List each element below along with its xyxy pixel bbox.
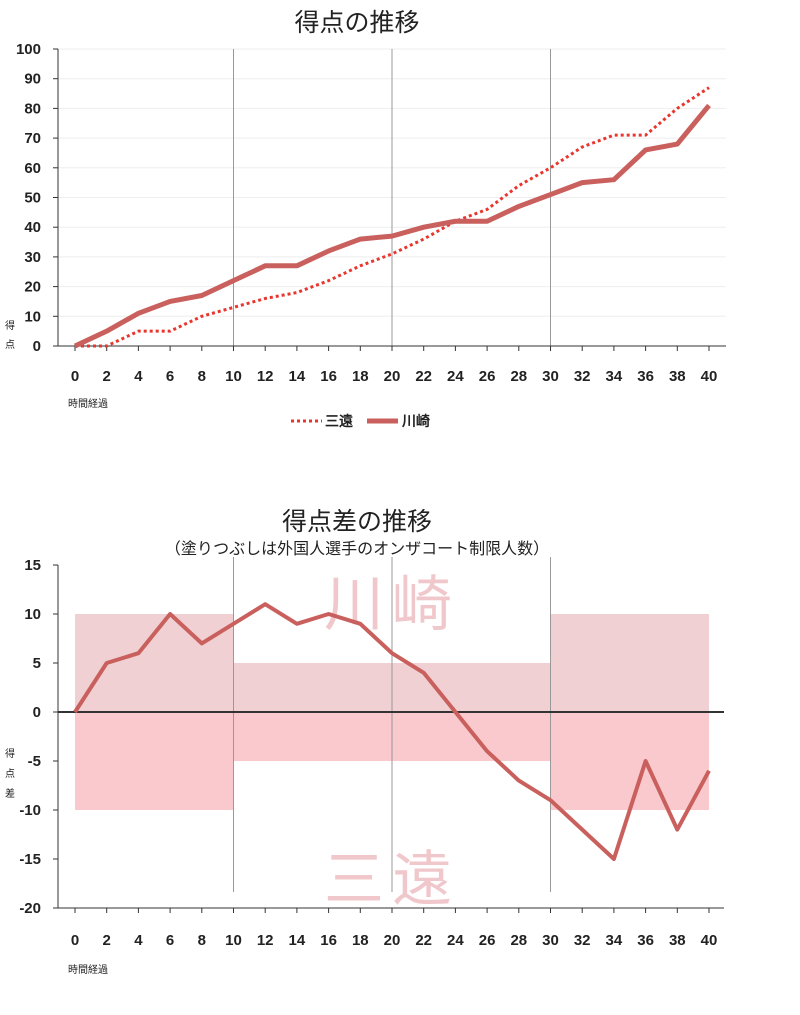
chart1-xtick-label: 32: [574, 368, 591, 385]
chart1-ytick-label: 40: [24, 219, 41, 236]
chart2-xtick-label: 16: [320, 932, 337, 949]
chart2-xtick-label: 4: [134, 932, 143, 949]
chart2-title: 得点差の推移: [282, 507, 432, 536]
chart1-xtick-label: 30: [542, 368, 559, 385]
chart2-xtick-label: 40: [701, 932, 718, 949]
chart1-ytick-label: 60: [24, 160, 41, 177]
chart2-xtick-label: 12: [257, 932, 274, 949]
chart2-ytick-label: -10: [19, 802, 41, 819]
chart1-ylabel-1: 得: [5, 320, 15, 332]
chart2-xtick-label: 8: [198, 932, 206, 949]
chart2-subtitle: （塗りつぶしは外国人選手のオンザコート制限人数）: [165, 539, 549, 558]
chart1-xtick-label: 16: [320, 368, 337, 385]
chart1-ytick-label: 20: [24, 279, 41, 296]
chart2-ytick-label: 10: [24, 606, 41, 623]
band-sanen-side: [550, 712, 709, 810]
chart1-xtick-label: 26: [479, 368, 496, 385]
chart1-xtick-label: 22: [415, 368, 432, 385]
chart2-ytick-label: 5: [33, 655, 41, 672]
chart1-xtick-label: 38: [669, 368, 686, 385]
watermark-kawasaki: 川崎: [324, 570, 460, 640]
chart1-xtick-label: 12: [257, 368, 274, 385]
chart1-ytick-label: 50: [24, 190, 41, 207]
chart2-xtick-label: 2: [103, 932, 111, 949]
chart2-xtick-label: 14: [289, 932, 306, 949]
chart1-legend: 三遠 川崎: [291, 413, 430, 430]
chart2-xtick-label: 28: [510, 932, 527, 949]
chart1-xtick-label: 18: [352, 368, 369, 385]
band-kawasaki-side: [75, 614, 234, 712]
chart2-xtick-label: 30: [542, 932, 559, 949]
chart2-ylabel-1: 得: [5, 748, 15, 760]
chart2-ylabel-2: 点: [5, 768, 15, 780]
chart1-xtick-label: 36: [637, 368, 654, 385]
series-score-diff-line: [73, 602, 711, 861]
chart1-ytick-label: 80: [24, 100, 41, 117]
chart2-xtick-label: 10: [225, 932, 242, 949]
chart1-title: 得点の推移: [294, 8, 419, 37]
chart1-xtick-label: 14: [289, 368, 306, 385]
chart1-ytick-label: 100: [16, 41, 41, 58]
chart2-ytick-label: -20: [19, 900, 41, 917]
chart1-xtick-label: 34: [606, 368, 623, 385]
chart1-ytick-label: 0: [33, 338, 41, 355]
chart2-xtick-label: 22: [415, 932, 432, 949]
chart2-xtick-label: 0: [71, 932, 79, 949]
chart1-xtick-label: 8: [198, 368, 206, 385]
chart2-xtick-label: 18: [352, 932, 369, 949]
chart2-ytick-label: 0: [33, 704, 41, 721]
chart2-ylabel-3: 差: [5, 787, 15, 800]
chart2-xtick-label: 38: [669, 932, 686, 949]
chart1-xtick-label: 2: [103, 368, 111, 385]
band-kawasaki-side: [550, 614, 709, 712]
legend-kawasaki-label: 川崎: [401, 413, 430, 430]
chart2-xtick-label: 26: [479, 932, 496, 949]
chart2-xtick-label: 32: [574, 932, 591, 949]
chart1-xtick-label: 4: [134, 368, 143, 385]
chart1-ytick-label: 30: [24, 249, 41, 266]
chart1-ytick-label: 90: [24, 71, 41, 88]
chart2-xtick-label: 20: [384, 932, 401, 949]
chart1-xtick-label: 0: [71, 368, 79, 385]
chart2-xlabel: 時間経過: [68, 963, 108, 976]
chart1-xtick-label: 40: [701, 368, 718, 385]
chart1-ytick-label: 70: [24, 130, 41, 147]
watermark-sanen: 三遠: [324, 845, 460, 915]
chart1-xtick-label: 24: [447, 368, 464, 385]
chart2-ytick-label: 15: [24, 557, 41, 574]
legend-sanen-label: 三遠: [325, 413, 353, 430]
chart1-xtick-label: 10: [225, 368, 242, 385]
chart2-xtick-label: 24: [447, 932, 464, 949]
chart2-ytick-label: -5: [28, 753, 41, 770]
chart1-xtick-label: 20: [384, 368, 401, 385]
chart1-ylabel-2: 点: [5, 339, 15, 351]
chart1-ytick-label: 10: [24, 308, 41, 325]
series-kawasaki-line: [73, 103, 711, 349]
chart1-xtick-label: 28: [510, 368, 527, 385]
chart1-xtick-label: 6: [166, 368, 174, 385]
chart1-xlabel: 時間経過: [68, 397, 108, 410]
chart2-ytick-label: -15: [19, 851, 41, 868]
series-sanen-line: [75, 86, 710, 348]
chart2-xtick-label: 36: [637, 932, 654, 949]
chart2-xtick-label: 6: [166, 932, 174, 949]
chart2-xtick-label: 34: [606, 932, 623, 949]
band-sanen-side: [75, 712, 234, 810]
